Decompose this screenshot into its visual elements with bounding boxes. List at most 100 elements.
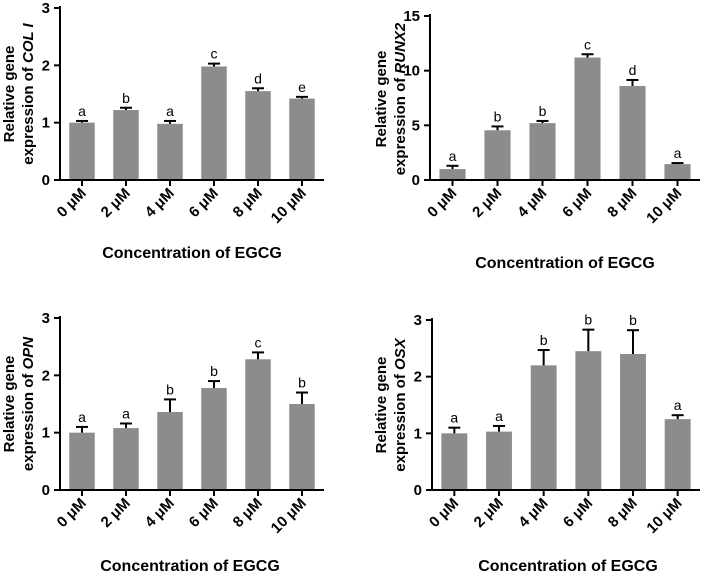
x-tick-label: 8 μM xyxy=(230,185,266,221)
significance-label: b xyxy=(539,103,547,119)
significance-label: e xyxy=(298,79,306,95)
y-axis-label: Relative gene expression of OPN xyxy=(1,336,37,471)
significance-label: d xyxy=(254,70,262,86)
y-tick-label: 10 xyxy=(403,63,420,80)
y-axis-label-line1: Relative gene xyxy=(373,357,390,454)
bar xyxy=(289,404,315,490)
x-tick-label: 2 μM xyxy=(98,495,134,531)
significance-label: a xyxy=(449,148,457,164)
bar xyxy=(201,66,227,180)
y-tick-label: 3 xyxy=(42,0,50,17)
bar xyxy=(484,130,511,180)
y-axis-label: Relative gene expression of RUNX2 xyxy=(373,22,409,175)
y-tick-label: 1 xyxy=(414,425,422,442)
bar xyxy=(157,123,183,180)
bar xyxy=(113,428,139,490)
y-tick-label: 0 xyxy=(412,172,420,189)
bar xyxy=(620,354,646,490)
x-tick-label: 2 μM xyxy=(471,495,507,531)
bar xyxy=(530,365,557,490)
y-axis-label-line2: expression of xyxy=(392,74,409,176)
significance-label: a xyxy=(166,103,174,119)
bar xyxy=(113,110,139,180)
significance-label: a xyxy=(674,397,682,413)
x-tick-label: 4 μM xyxy=(142,495,178,531)
bar xyxy=(245,359,271,490)
x-tick-label: 8 μM xyxy=(230,495,266,531)
bar xyxy=(664,419,691,490)
significance-label: b xyxy=(166,381,174,397)
y-tick-label: 3 xyxy=(414,312,422,329)
bar xyxy=(664,164,691,180)
bar xyxy=(245,91,271,180)
significance-label: c xyxy=(211,46,218,62)
y-tick-label: 0 xyxy=(42,482,50,499)
bar xyxy=(439,169,466,180)
x-tick-label: 0 μM xyxy=(54,495,90,531)
bar xyxy=(619,85,646,180)
gene-name: OPN xyxy=(20,336,37,370)
y-tick-label: 15 xyxy=(403,8,420,25)
bar xyxy=(486,431,512,490)
x-axis-label: Concentration of EGCG xyxy=(475,255,655,272)
significance-label: a xyxy=(450,410,458,426)
significance-label: d xyxy=(629,62,637,78)
significance-label: a xyxy=(495,408,503,424)
significance-label: a xyxy=(122,405,130,421)
x-tick-label: 4 μM xyxy=(142,185,178,221)
x-tick-label: 2 μM xyxy=(469,185,505,221)
bar xyxy=(157,412,183,490)
significance-label: a xyxy=(674,145,682,161)
significance-label: b xyxy=(494,108,502,124)
x-tick-label: 10 μM xyxy=(268,185,310,227)
x-tick-label: 6 μM xyxy=(560,495,596,531)
significance-label: b xyxy=(540,332,548,348)
x-tick-label: 0 μM xyxy=(426,495,462,531)
y-axis-label-line1: Relative gene xyxy=(373,51,390,148)
y-tick-label: 2 xyxy=(42,367,50,384)
significance-label: a xyxy=(78,103,86,119)
chart-panel-bottom-right: a 0 μM a 2 μM b 4 μM b 6 μM b 8 μM a 10 μM 0 1 2 3 Relat… xyxy=(373,312,700,575)
y-tick-label: 1 xyxy=(42,425,50,442)
bar xyxy=(69,432,95,490)
x-axis-label: Concentration of EGCG xyxy=(478,558,658,575)
y-axis-label-line1: Relative gene xyxy=(1,356,18,453)
x-tick-label: 0 μM xyxy=(54,185,90,221)
significance-label: b xyxy=(122,90,130,106)
gene-name: RUNX2 xyxy=(392,22,409,74)
x-tick-label: 0 μM xyxy=(424,185,460,221)
x-tick-label: 6 μM xyxy=(186,185,222,221)
y-axis-label: Relative gene expression of OSX xyxy=(373,337,409,471)
significance-label: b xyxy=(210,363,218,379)
significance-label: a xyxy=(78,409,86,425)
significance-label: b xyxy=(584,312,592,328)
y-tick-label: 2 xyxy=(42,57,50,74)
x-tick-label: 10 μM xyxy=(643,495,685,537)
y-tick-label: 1 xyxy=(42,115,50,132)
x-axis-label: Concentration of EGCG xyxy=(100,558,280,575)
y-tick-label: 3 xyxy=(42,310,50,327)
bar xyxy=(441,433,468,490)
y-tick-label: 0 xyxy=(42,172,50,189)
gene-name: OSX xyxy=(392,337,409,370)
x-tick-label: 4 μM xyxy=(515,495,551,531)
significance-label: c xyxy=(584,36,591,52)
x-tick-label: 8 μM xyxy=(604,185,640,221)
gene-name: COL I xyxy=(20,22,37,63)
bar xyxy=(289,98,315,180)
bar xyxy=(69,122,95,180)
y-tick-label: 2 xyxy=(414,369,422,386)
chart-panel-top-left: a 0 μM b 2 μM a 4 μM c 6 μM d 8 μM e 10 μM 0 1 2 3 Relat… xyxy=(1,0,324,262)
x-tick-label: 6 μM xyxy=(186,495,222,531)
x-tick-label: 8 μM xyxy=(605,495,641,531)
significance-label: b xyxy=(298,375,306,391)
significance-label: c xyxy=(255,334,262,350)
y-axis-label-line2: expression of xyxy=(20,63,37,165)
y-axis-label-line2: expression of xyxy=(392,370,409,472)
x-tick-label: 2 μM xyxy=(98,185,134,221)
bar xyxy=(529,123,556,180)
x-tick-label: 4 μM xyxy=(514,185,550,221)
bar xyxy=(575,351,602,490)
